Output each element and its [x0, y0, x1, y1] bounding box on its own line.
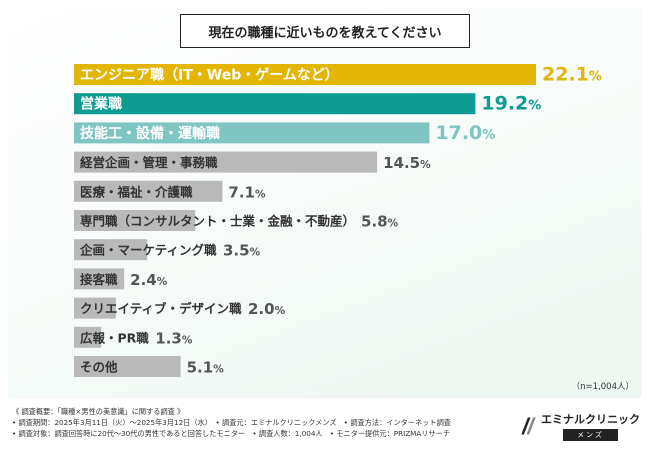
bar-3	[74, 151, 378, 173]
value-label-2: 17.0%	[435, 122, 495, 144]
logo-name: エミナルクリニック	[541, 413, 640, 426]
bar-4	[74, 180, 223, 202]
bar-label-8: クリエイティブ・デザイン職	[80, 301, 242, 316]
bar-label-1: 営業職	[80, 96, 122, 113]
bar-label-0: エンジニア職（IT・Web・ゲームなど）	[80, 67, 339, 84]
bar-label-10: その他	[80, 360, 118, 375]
value-label-6: 3.5%	[223, 242, 261, 260]
bar-6	[74, 239, 148, 261]
bar-label-9: 広報・PR職	[80, 330, 149, 345]
value-label-10: 5.1%	[187, 359, 225, 377]
value-label-5: 5.8%	[361, 213, 399, 231]
bar-label-7: 接客職	[80, 272, 118, 287]
bar-label-2: 技能工・設備・運輸職	[80, 125, 220, 142]
value-label-4: 7.1%	[228, 183, 266, 201]
bar-label-3: 経営企画・管理・事務職	[80, 155, 218, 170]
value-label-1: 19.2%	[481, 93, 541, 115]
bar-9	[74, 326, 102, 348]
bar-2	[74, 122, 430, 144]
value-label-0: 22.1%	[542, 64, 602, 86]
bar-10	[74, 356, 181, 377]
bar-7	[74, 268, 125, 290]
bar-label-5: 専門職（コンサルタント・士業・金融・不動産）	[80, 214, 355, 229]
bar-0	[74, 64, 536, 85]
bar-label-4: 医療・福祉・介護職	[80, 184, 193, 199]
bar-label-6: 企画・マーケティング職	[79, 243, 217, 258]
footer-line-2: • 調査期間：2025年3月11日（火）～2025年3月12日（水） • 調査元…	[12, 418, 451, 427]
value-label-8: 2.0%	[248, 300, 286, 318]
sample-size-note: （n=1,004人）	[571, 382, 634, 392]
bar-1	[74, 93, 476, 115]
value-label-7: 2.4%	[130, 271, 168, 289]
value-label-3: 14.5%	[383, 154, 431, 172]
bar-5	[74, 210, 196, 231]
bar-8	[74, 297, 116, 319]
value-label-9: 1.3%	[155, 329, 193, 347]
logo-subtitle: メンズ	[563, 429, 618, 441]
survey-footer: 《 調査概要：「職種×男性の美意識」に関する調査 》 • 調査期間：2025年3…	[12, 406, 502, 439]
logo-mark-icon	[521, 417, 536, 435]
brand-logo: エミナルクリニック メンズ	[520, 408, 640, 444]
footer-line-3: • 調査対象：調査回答時に20代～30代の男性であると回答したモニター • 調査…	[12, 429, 451, 438]
footer-line-1: 《 調査概要：「職種×男性の美意識」に関する調査 》	[12, 407, 185, 416]
chart-title: 現在の職種に近いものを教えてください	[180, 14, 470, 48]
